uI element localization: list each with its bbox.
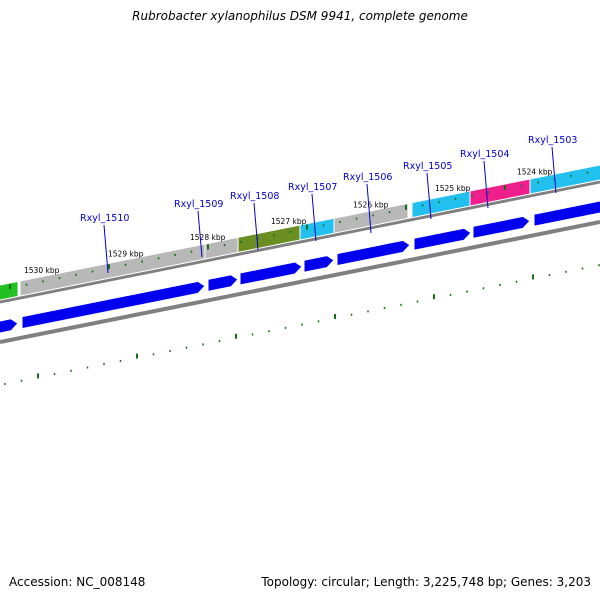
kbp-label: 1526 kbp [353, 200, 389, 209]
kbp-label: 1529 kbp [108, 249, 144, 258]
cds-arrow [472, 215, 531, 240]
kbp-label: 1530 kbp [24, 266, 60, 275]
cds-arrow [533, 200, 600, 227]
gene-leader-line [366, 183, 372, 234]
kbp-label: 1527 kbp [271, 217, 307, 226]
gene-leader-line [253, 202, 259, 251]
gene-leader-line [551, 146, 557, 194]
gene-label: Rxyl_1505 [403, 161, 452, 172]
gene-leader-line [197, 210, 203, 258]
cds-arrow [207, 274, 239, 293]
gene-leader-line [483, 160, 489, 209]
kbp-label: 1525 kbp [435, 184, 471, 193]
gene-label: Rxyl_1507 [288, 182, 337, 193]
cds-arrow [336, 239, 411, 267]
cog-band-segment [529, 164, 600, 195]
backbone-line-outer [0, 180, 600, 304]
cds-arrow [413, 227, 472, 251]
cds-arrow [21, 280, 206, 330]
gene-leader-line [426, 172, 432, 220]
backbone-line-inner [0, 220, 600, 344]
cds-arrow [0, 318, 19, 334]
accession-text: Accession: NC_008148 [9, 575, 146, 589]
gene-leader-line [311, 193, 317, 242]
gene-label: Rxyl_1504 [460, 149, 509, 160]
gene-label: Rxyl_1508 [230, 191, 279, 202]
map-title: Rubrobacter xylanophilus DSM 9941, compl… [132, 9, 468, 23]
kbp-label: 1524 kbp [517, 168, 553, 177]
kbp-label: 1528 kbp [190, 233, 226, 242]
gene-label: Rxyl_1509 [174, 199, 223, 210]
cog-band-segment [0, 280, 19, 301]
cds-arrow [239, 261, 303, 286]
cog-band-segment [333, 202, 409, 234]
cds-arrow [303, 255, 335, 273]
gene-label: Rxyl_1503 [528, 135, 577, 146]
genome-summary-text: Topology: circular; Length: 3,225,748 bp… [261, 575, 591, 589]
gene-label: Rxyl_1506 [343, 172, 392, 183]
gene-leader-line [103, 224, 109, 274]
gene-label: Rxyl_1510 [80, 213, 129, 224]
